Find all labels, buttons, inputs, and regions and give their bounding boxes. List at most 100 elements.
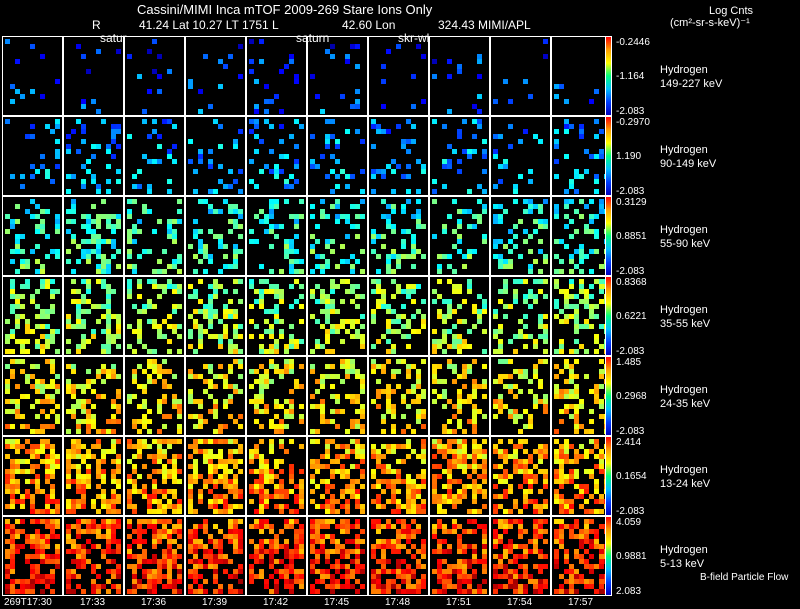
pixel [249, 539, 254, 544]
pixel [584, 304, 589, 309]
pixel [584, 484, 589, 489]
pixel [172, 144, 177, 149]
pixel [513, 189, 518, 194]
color-bar [605, 116, 612, 196]
pixel [86, 454, 91, 459]
pixel [254, 109, 259, 114]
pixel [416, 214, 421, 219]
pixel [437, 559, 442, 564]
pixel [111, 364, 116, 369]
pixel [335, 139, 340, 144]
pixel [554, 429, 559, 434]
pixel [218, 494, 223, 499]
pixel [371, 454, 376, 459]
pixel [76, 524, 81, 529]
pixel [284, 199, 289, 204]
pixel [574, 229, 579, 234]
pixel [569, 349, 574, 354]
pixel [482, 479, 487, 484]
pixel [411, 584, 416, 589]
pixel [508, 359, 513, 364]
pixel [467, 154, 472, 159]
pixel [40, 559, 45, 564]
pixel [106, 329, 111, 334]
pixel [81, 554, 86, 559]
pixel [132, 509, 137, 514]
pixel [411, 529, 416, 534]
pixel [493, 99, 498, 104]
pixel [30, 174, 35, 179]
pixel [564, 459, 569, 464]
pixel [101, 474, 106, 479]
pixel [259, 399, 264, 404]
pixel [66, 189, 71, 194]
pixel [101, 214, 106, 219]
pixel [76, 419, 81, 424]
pixel [355, 524, 360, 529]
image-cell [551, 36, 612, 116]
pixel [193, 289, 198, 294]
pixel [40, 94, 45, 99]
pixel [482, 459, 487, 464]
pixel [579, 454, 584, 459]
pixel [66, 499, 71, 504]
pixel [391, 444, 396, 449]
pixel [249, 284, 254, 289]
image-cell [185, 356, 246, 436]
pixel [523, 449, 528, 454]
pixel [391, 369, 396, 374]
pixel [111, 569, 116, 574]
pixel [477, 319, 482, 324]
pixel [45, 439, 50, 444]
pixel [355, 454, 360, 459]
pixel [523, 584, 528, 589]
pixel [406, 524, 411, 529]
pixel [411, 504, 416, 509]
pixel [498, 554, 503, 559]
pixel [325, 509, 330, 514]
pixel [538, 279, 543, 284]
pixel [223, 314, 228, 319]
pixel [289, 389, 294, 394]
pixel [523, 499, 528, 504]
pixel [411, 214, 416, 219]
pixel [10, 469, 15, 474]
pixel [274, 559, 279, 564]
pixel [386, 579, 391, 584]
pixel [554, 439, 559, 444]
pixel [447, 479, 452, 484]
pixel [523, 79, 528, 84]
pixel [249, 239, 254, 244]
pixel [325, 299, 330, 304]
pixel [457, 394, 462, 399]
pixel [416, 524, 421, 529]
pixel [238, 169, 243, 174]
pixel [574, 389, 579, 394]
pixel [533, 364, 538, 369]
pixel [574, 264, 579, 269]
pixel [233, 589, 238, 594]
pixel [162, 269, 167, 274]
pixel [223, 304, 228, 309]
pixel [132, 349, 137, 354]
pixel [132, 574, 137, 579]
header-lat: 41.24 Lat 10.27 LT 1751 L [139, 18, 279, 32]
pixel [584, 429, 589, 434]
pixel [523, 459, 528, 464]
pixel [330, 439, 335, 444]
pixel [330, 494, 335, 499]
pixel [472, 419, 477, 424]
pixel [421, 484, 426, 489]
pixel [437, 494, 442, 499]
pixel [45, 309, 50, 314]
pixel [279, 429, 284, 434]
pixel [421, 414, 426, 419]
pixel [45, 334, 50, 339]
pixel [30, 519, 35, 524]
pixel [589, 569, 594, 574]
pixel [477, 509, 482, 514]
pixel [238, 334, 243, 339]
pixel [127, 264, 132, 269]
pixel [569, 459, 574, 464]
pixel [106, 214, 111, 219]
